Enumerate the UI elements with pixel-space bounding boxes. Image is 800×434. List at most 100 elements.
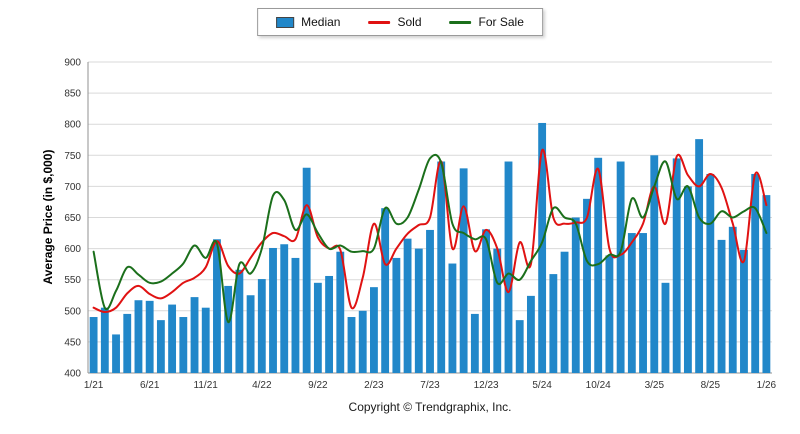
median-bar: [706, 173, 715, 373]
median-bar: [123, 313, 132, 373]
y-tick-label: 650: [64, 213, 81, 224]
x-tick-label: 12/23: [474, 380, 499, 391]
median-bar: [526, 295, 535, 373]
median-bar: [616, 161, 625, 373]
median-bar: [571, 217, 580, 373]
y-tick-label: 600: [64, 244, 81, 255]
median-bar: [538, 122, 547, 374]
median-bar: [213, 239, 221, 373]
median-bar: [403, 238, 412, 373]
median-bar: [672, 158, 681, 373]
y-tick-label: 500: [64, 306, 81, 317]
median-bar: [605, 255, 614, 373]
median-bar: [639, 233, 647, 373]
legend-item-sold: Sold: [368, 15, 422, 29]
y-tick-label: 550: [64, 275, 81, 286]
median-bar: [515, 320, 524, 373]
median-bar: [448, 263, 457, 373]
x-tick-label: 2/23: [364, 380, 384, 391]
sold-swatch: [368, 20, 391, 24]
x-tick-label: 9/22: [308, 380, 328, 391]
median-bar: [414, 248, 423, 373]
median-bar: [89, 317, 98, 373]
median-bar: [717, 239, 726, 373]
median-bar: [482, 229, 490, 373]
median-bar: [269, 247, 277, 373]
median-bar: [392, 257, 401, 373]
x-tick-label: 10/24: [586, 380, 611, 391]
median-bar: [583, 198, 591, 373]
x-tick-label: 11/21: [194, 380, 219, 391]
median-bar: [325, 275, 334, 373]
median-bar: [728, 226, 737, 373]
median-bar: [426, 229, 434, 373]
median-bar: [695, 139, 704, 373]
legend-label-median: Median: [301, 15, 341, 29]
median-swatch: [276, 16, 295, 28]
median-bar: [549, 274, 558, 373]
y-tick-label: 400: [64, 369, 81, 380]
median-bar: [291, 257, 300, 373]
x-tick-label: 4/22: [252, 380, 272, 391]
legend-label-sold: Sold: [397, 15, 422, 29]
median-bar: [201, 307, 210, 373]
chart-legend: Median Sold For Sale: [257, 8, 543, 36]
forsale-swatch: [449, 20, 472, 24]
median-bar: [437, 161, 446, 373]
median-bar: [381, 208, 390, 373]
median-bar: [145, 300, 154, 373]
y-tick-label: 900: [64, 58, 81, 69]
median-bar: [751, 173, 760, 373]
median-bar: [459, 168, 468, 373]
y-tick-label: 700: [64, 182, 81, 193]
median-bar: [179, 317, 188, 373]
legend-label-forsale: For Sale: [478, 15, 524, 29]
legend-item-forsale: For Sale: [449, 15, 524, 29]
median-bar: [560, 251, 569, 373]
median-bar: [358, 310, 367, 373]
median-bar: [594, 157, 603, 373]
median-bar: [280, 244, 289, 373]
x-tick-label: 7/23: [420, 380, 440, 391]
copyright-text: Copyright © Trendgraphix, Inc.: [348, 400, 512, 414]
median-bar: [100, 307, 109, 373]
x-tick-label: 6/21: [140, 380, 160, 391]
median-bar: [347, 317, 356, 373]
median-bar: [493, 248, 502, 373]
x-tick-label: 1/26: [757, 380, 777, 391]
median-bar: [168, 304, 177, 373]
median-bar: [302, 167, 311, 373]
y-tick-label: 750: [64, 151, 81, 162]
median-bar: [190, 297, 199, 373]
median-bar: [740, 249, 748, 373]
y-tick-label: 800: [64, 120, 81, 131]
median-bar: [370, 287, 378, 373]
median-bar: [762, 195, 771, 373]
x-tick-label: 8/25: [701, 380, 721, 391]
median-bar: [661, 282, 670, 373]
median-bar: [336, 251, 345, 373]
x-tick-label: 3/25: [645, 380, 665, 391]
median-bar: [134, 300, 143, 373]
median-bar: [235, 269, 244, 373]
median-bar: [683, 186, 692, 373]
median-bar: [156, 320, 165, 373]
legend-item-median: Median: [276, 15, 340, 29]
median-bar: [257, 279, 266, 373]
y-tick-label: 850: [64, 89, 81, 100]
median-bar: [504, 161, 513, 373]
median-bar: [627, 233, 636, 373]
median-bar: [224, 285, 233, 373]
median-bar: [313, 282, 322, 373]
x-tick-label: 5/24: [532, 380, 552, 391]
median-bar: [246, 295, 255, 373]
median-bar: [470, 313, 479, 373]
y-tick-label: 450: [64, 337, 81, 348]
for-sale-line: [92, 153, 768, 324]
median-bar: [650, 155, 659, 373]
median-bar: [112, 334, 120, 373]
x-tick-label: 1/21: [84, 380, 104, 391]
y-axis-title: Average Price (in $,000): [41, 149, 55, 285]
